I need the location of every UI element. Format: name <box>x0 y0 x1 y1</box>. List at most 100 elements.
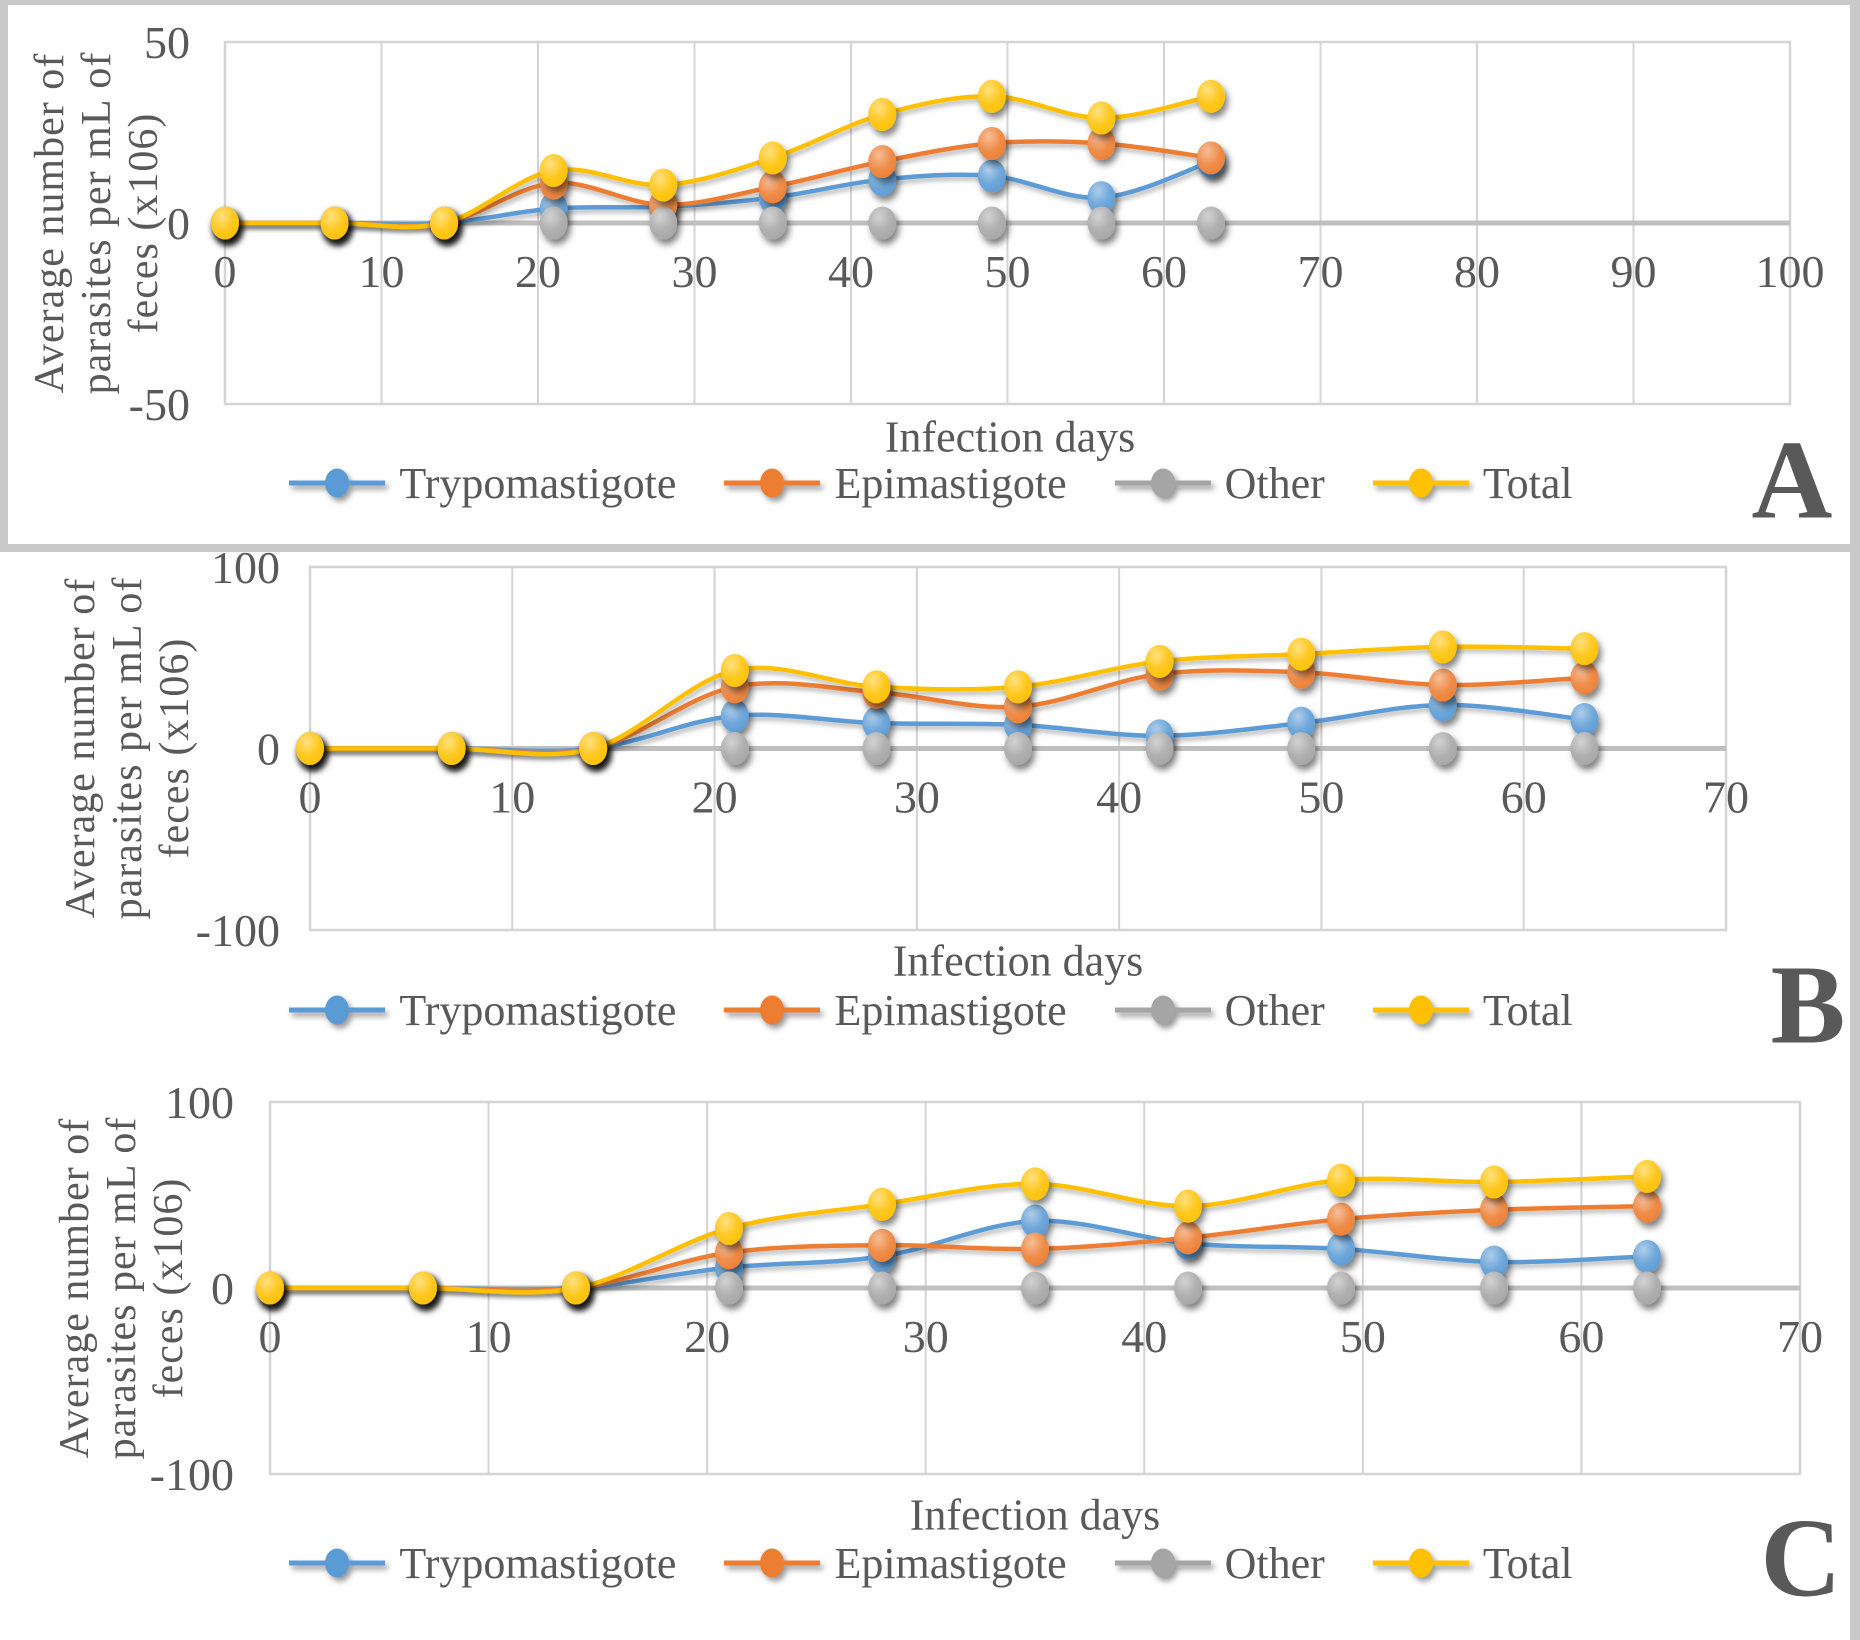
legend-item-other: Other <box>1113 985 1325 1036</box>
legend-marker-icon <box>724 468 821 498</box>
series-line-total <box>267 1174 1650 1295</box>
x-tick-label: 50 <box>985 246 1031 297</box>
legend-marker-icon <box>289 468 386 498</box>
y-tick-label: -50 <box>129 379 190 430</box>
panel-letter-a: A <box>1751 418 1833 543</box>
y-axis-title-line: feces (x106) <box>151 637 198 859</box>
legend-marker-icon <box>1114 995 1211 1025</box>
x-tick-label: 100 <box>1756 246 1825 297</box>
y-tick-label: -100 <box>196 905 280 956</box>
x-tick-label: 60 <box>1501 772 1547 823</box>
x-tick-label: 0 <box>259 1311 282 1362</box>
x-tick-label: 30 <box>894 772 940 823</box>
x-tick-label: 10 <box>466 1311 512 1362</box>
legend-item-trypomastigote: Trypomastigote <box>287 985 676 1036</box>
legend-item-epimastigote: Epimastigote <box>722 458 1067 509</box>
legend-item-other: Other <box>1113 1538 1325 1589</box>
y-axis-title-line: Average number of <box>26 52 73 394</box>
legend-marker-icon <box>1372 1548 1469 1578</box>
series-line-total <box>307 644 1587 757</box>
y-axis-title-line: parasites per mL of <box>104 576 151 920</box>
series-line-total <box>222 94 1214 230</box>
y-tick-label: 0 <box>211 1263 234 1314</box>
frame-panel-separator <box>0 544 1860 552</box>
x-tick-label: 40 <box>1096 772 1142 823</box>
series-line-trypomastigote <box>307 702 1587 754</box>
legend-item-other: Other <box>1113 458 1325 509</box>
y-axis-title-c: Average number of parasites per mL of fe… <box>47 1058 197 1518</box>
legend-label: Trypomastigote <box>399 1538 677 1588</box>
legend-item-trypomastigote: Trypomastigote <box>287 1538 676 1589</box>
x-tick-label: 70 <box>1298 246 1344 297</box>
legend-label: Total <box>1482 985 1573 1035</box>
y-axis-title-line: parasites per mL of <box>98 1116 145 1460</box>
chart-C: 0 10 20 30 40 50 60 70 100 0 -100 <box>150 1077 1823 1500</box>
frame-right-border <box>1850 0 1860 1640</box>
series-line-trypomastigote <box>267 1218 1650 1292</box>
x-tick-label: 60 <box>1141 246 1187 297</box>
x-tick-label: 0 <box>214 246 237 297</box>
y-tick-label: 50 <box>144 17 190 68</box>
y-axis-title-line: Average number of <box>51 1117 98 1459</box>
series-line-trypomastigote <box>222 159 1214 227</box>
frame-top-border <box>0 0 1860 5</box>
legend-marker-icon <box>1114 468 1211 498</box>
legend-label: Trypomastigote <box>399 458 677 508</box>
legend-b: Trypomastigote Epimastigote Other Total <box>0 982 1860 1038</box>
panel-letter-b: B <box>1770 943 1846 1068</box>
series-markers-total <box>211 79 1225 240</box>
y-axis-title-line: Average number of <box>57 577 104 919</box>
x-axis-title-c: Infection days <box>909 1490 1161 1540</box>
legend-item-epimastigote: Epimastigote <box>722 1538 1067 1589</box>
series-line-epimastigote <box>307 668 1587 756</box>
y-tick-label: -100 <box>150 1449 234 1500</box>
legend-marker-icon <box>289 1548 386 1578</box>
y-tick-label: 100 <box>165 1077 234 1128</box>
x-axis-title-b: Infection days <box>892 936 1144 986</box>
x-tick-label: 70 <box>1703 772 1749 823</box>
legend-marker-icon <box>1114 1548 1211 1578</box>
y-tick-label: 0 <box>167 198 190 249</box>
legend-label: Other <box>1224 985 1325 1035</box>
legend-marker-icon <box>1372 995 1469 1025</box>
x-tick-label: 90 <box>1611 246 1657 297</box>
chart-A: 0 10 20 30 40 50 60 70 80 90 100 50 0 -50 <box>129 17 1825 430</box>
legend-marker-icon <box>1372 468 1469 498</box>
legend-item-epimastigote: Epimastigote <box>722 985 1067 1036</box>
x-tick-label: 30 <box>672 246 718 297</box>
series-line-epimastigote <box>267 1203 1650 1293</box>
legend-item-total: Total <box>1371 985 1573 1036</box>
legend-label: Total <box>1482 1538 1573 1588</box>
legend-item-total: Total <box>1371 1538 1573 1589</box>
x-tick-label: 40 <box>828 246 874 297</box>
legend-marker-icon <box>724 995 821 1025</box>
x-tick-label: 30 <box>903 1311 949 1362</box>
legend-label: Epimastigote <box>834 985 1067 1035</box>
x-tick-label: 70 <box>1777 1311 1823 1362</box>
x-tick-label: 10 <box>359 246 405 297</box>
legend-label: Epimastigote <box>834 1538 1067 1588</box>
y-axis-title-b: Average number of parasites per mL of fe… <box>53 518 203 978</box>
legend-item-total: Total <box>1371 458 1573 509</box>
legend-item-trypomastigote: Trypomastigote <box>287 458 676 509</box>
legend-c: Trypomastigote Epimastigote Other Total <box>0 1535 1860 1591</box>
y-axis-title-line: parasites per mL of <box>73 51 120 395</box>
x-tick-label: 50 <box>1298 772 1344 823</box>
series-markers-total <box>296 630 1599 765</box>
legend-marker-icon <box>724 1548 821 1578</box>
panel-letter-c: C <box>1760 1496 1842 1621</box>
legend-label: Epimastigote <box>834 458 1067 508</box>
series-markers-other <box>256 1271 1661 1305</box>
x-tick-label: 20 <box>684 1311 730 1362</box>
x-tick-label: 80 <box>1454 246 1500 297</box>
x-tick-label: 0 <box>299 772 322 823</box>
x-tick-label: 20 <box>515 246 561 297</box>
y-axis-title-line: feces (x106) <box>145 1177 192 1399</box>
legend-label: Other <box>1224 1538 1325 1588</box>
legend-label: Other <box>1224 458 1325 508</box>
x-tick-label: 10 <box>489 772 535 823</box>
legend-label: Trypomastigote <box>399 985 677 1035</box>
x-tick-label: 60 <box>1558 1311 1604 1362</box>
